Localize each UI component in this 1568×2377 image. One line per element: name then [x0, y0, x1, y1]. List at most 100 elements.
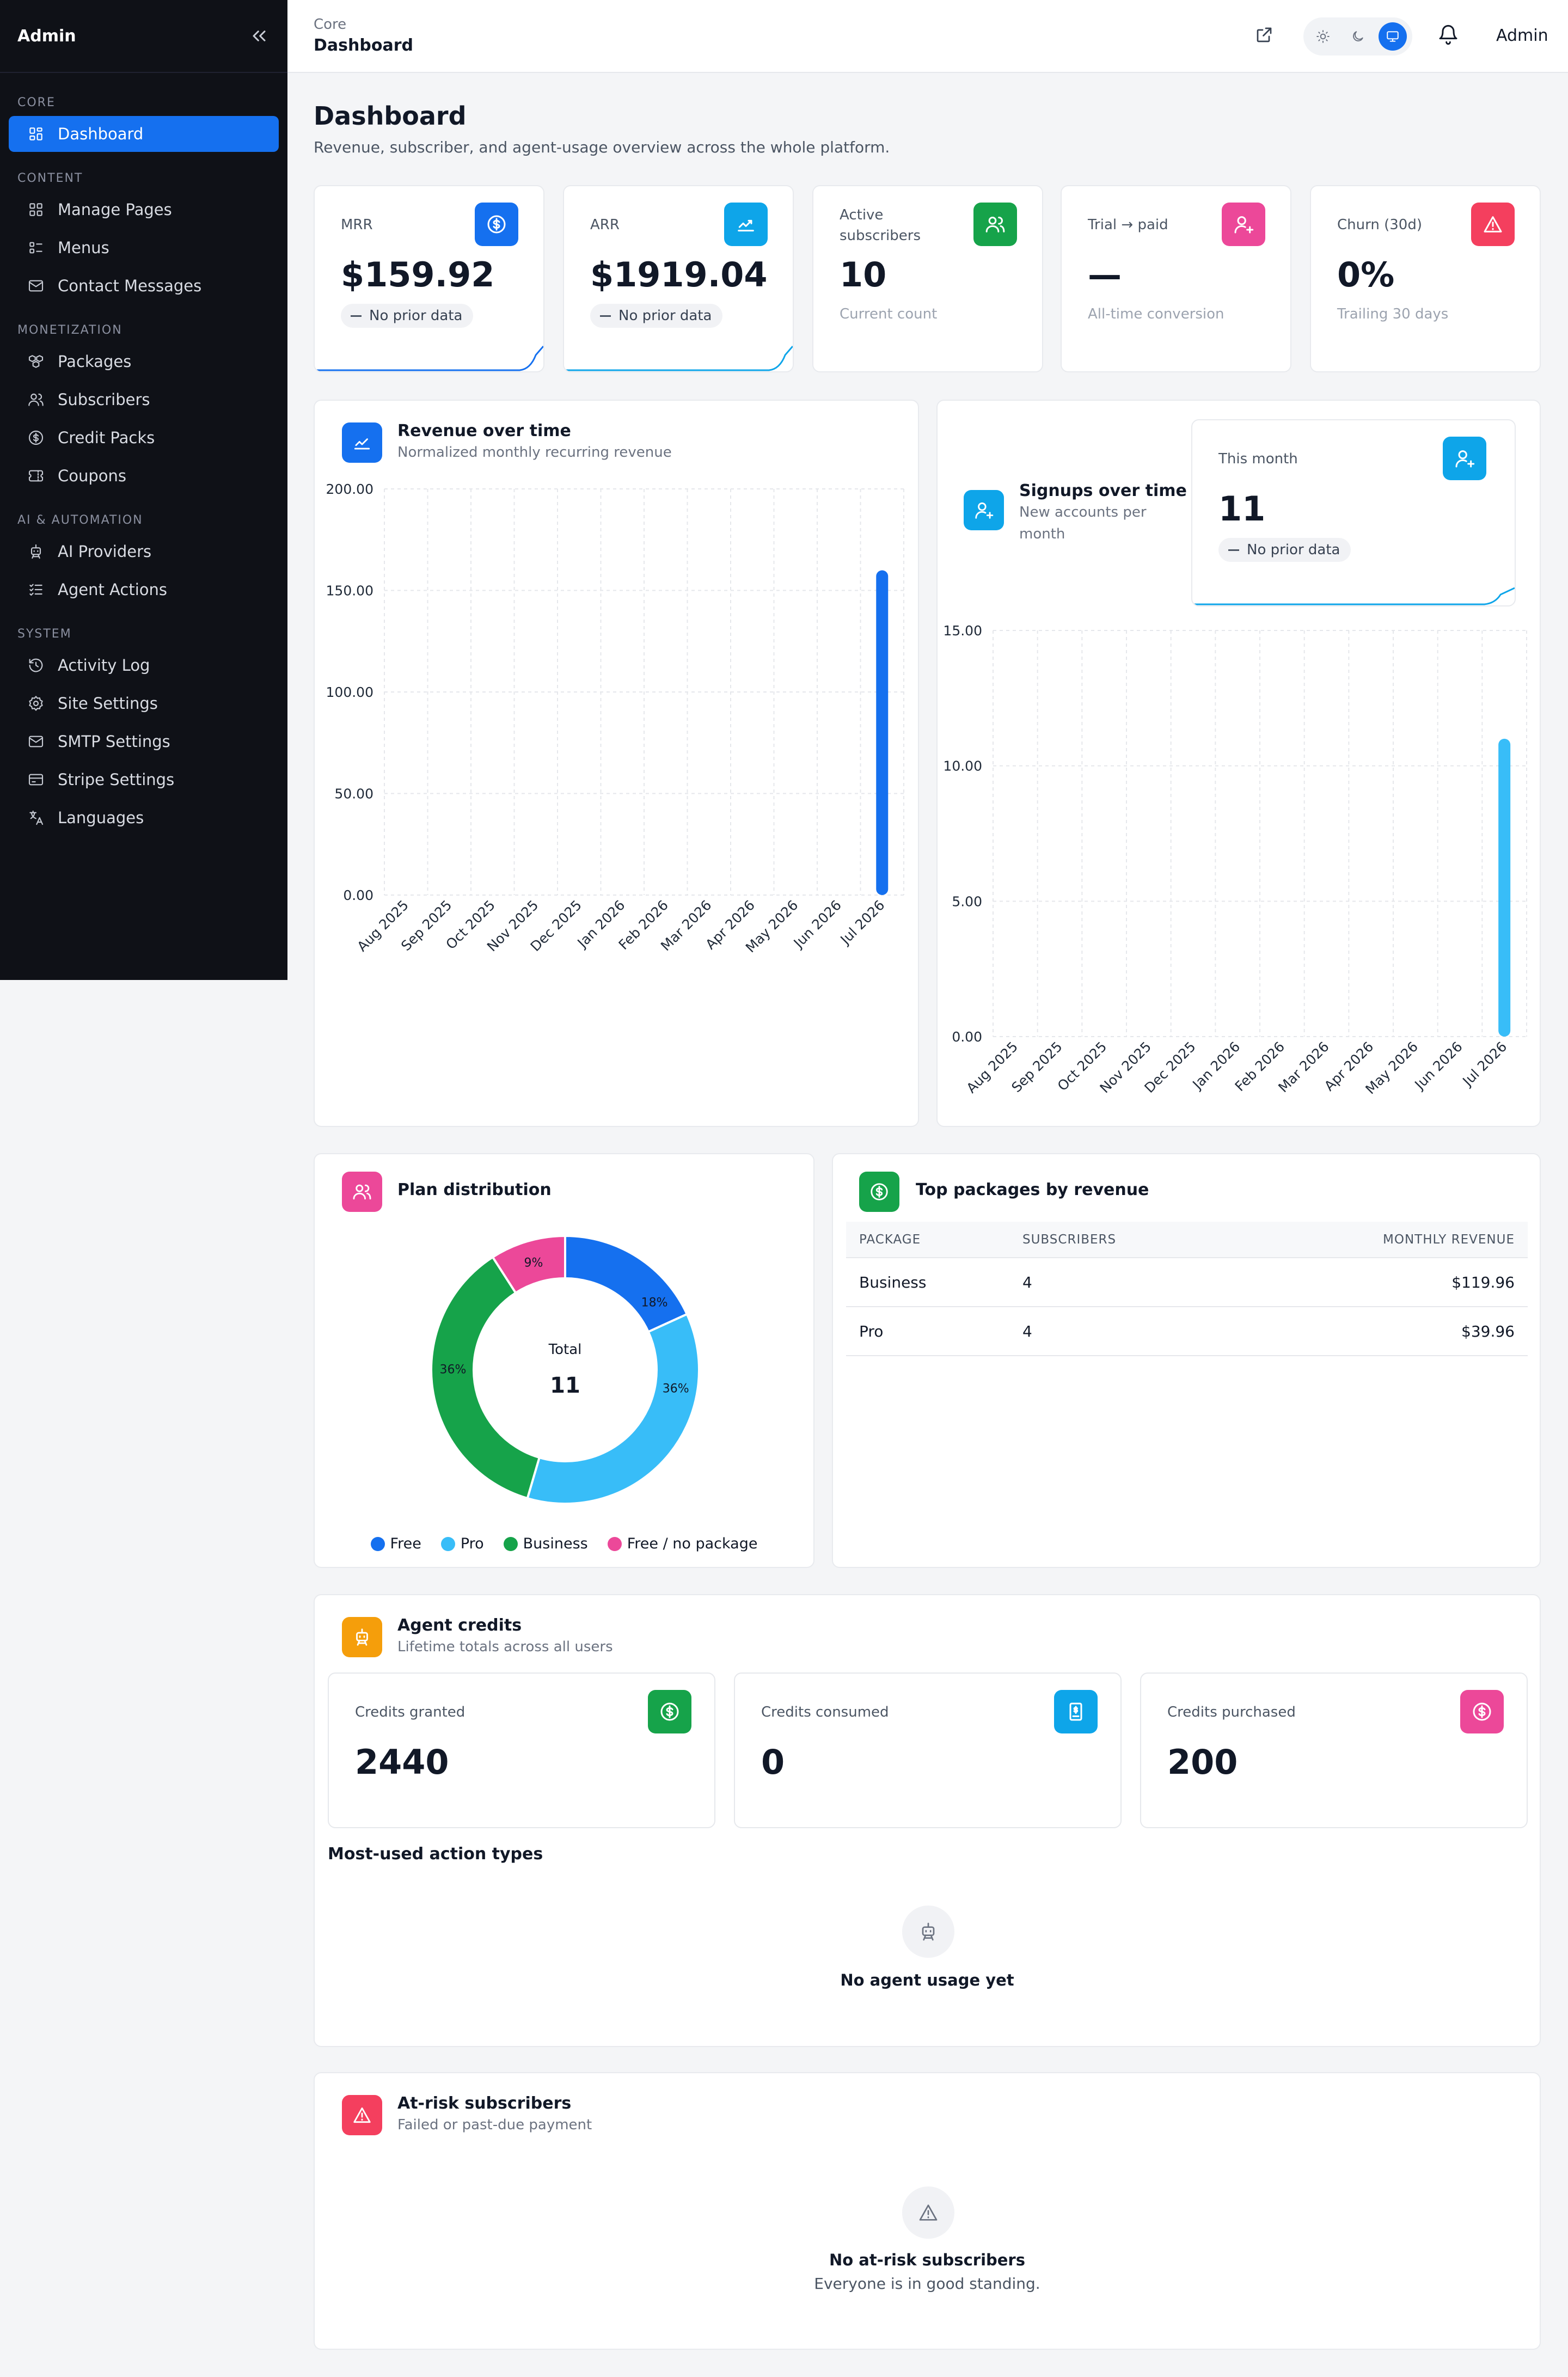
sidebar-item-manage-pages[interactable]: Manage Pages	[9, 192, 279, 228]
sidebar-item-stripe-settings[interactable]: Stripe Settings	[9, 762, 279, 798]
sidebar-nav: Core Dashboard Content Manage Pages Menus Con…	[0, 96, 287, 836]
stat-value: 0	[761, 1742, 785, 1782]
pages-icon	[27, 201, 45, 218]
stat-footnote: All-time conversion	[1088, 306, 1224, 322]
sidebar-item-credit-packs[interactable]: Credit Packs	[9, 420, 279, 456]
bell-icon[interactable]	[1437, 24, 1459, 46]
sidebar-item-label: Site Settings	[58, 694, 158, 713]
stat-card-churn: Churn (30d) 0% Trailing 30 days	[1310, 185, 1541, 372]
sidebar-section-label: Content	[17, 171, 83, 185]
moon-icon[interactable]	[1344, 22, 1372, 51]
collapse-sidebar-icon[interactable]	[248, 25, 270, 47]
sidebar-item-label: Activity Log	[58, 656, 150, 675]
sidebar-item-subscribers[interactable]: Subscribers	[9, 382, 279, 418]
legend-item[interactable]: Business	[503, 1535, 588, 1552]
y-tick-label: 150.00	[326, 583, 373, 599]
sidebar-item-dashboard[interactable]: Dashboard	[9, 116, 279, 152]
legend-item[interactable]: Pro	[440, 1535, 484, 1552]
agent-credits-card: Agent credits Lifetime totals across all…	[314, 1594, 1541, 2047]
chart-title: Revenue over time	[397, 421, 571, 440]
donut-center-value: 11	[550, 1373, 580, 1398]
table-title: Top packages by revenue	[916, 1180, 1149, 1199]
sidebar-item-agent-actions[interactable]: Agent Actions	[9, 572, 279, 608]
sidebar-item-packages[interactable]: Packages	[9, 344, 279, 379]
legend-swatch	[607, 1536, 622, 1551]
column-header[interactable]: PACKAGE	[846, 1222, 1009, 1258]
packages-table: PACKAGE SUBSCRIBERS MONTHLY REVENUE Busi…	[846, 1222, 1528, 1356]
section-title: Most-used action types	[328, 1845, 543, 1864]
stat-footnote: Trailing 30 days	[1337, 306, 1449, 322]
y-tick-label: 5.00	[952, 893, 982, 909]
sidebar-item-menus[interactable]: Menus	[9, 230, 279, 266]
line-chart-icon	[342, 422, 382, 463]
donut-slice[interactable]	[430, 1255, 541, 1500]
users-icon	[27, 391, 45, 408]
bar[interactable]	[1498, 738, 1511, 1037]
mail-icon	[27, 277, 45, 295]
sidebar-item-languages[interactable]: Languages	[9, 800, 279, 836]
chart-legend: Free Pro Business Free / no package	[315, 1535, 813, 1552]
sidebar-item-label: Contact Messages	[58, 277, 202, 295]
column-header[interactable]: MONTHLY REVENUE	[1233, 1222, 1528, 1258]
y-tick-label: 0.00	[952, 1029, 982, 1045]
sidebar-section-label: System	[17, 627, 72, 641]
bar[interactable]	[876, 570, 889, 895]
donut-slice[interactable]	[491, 1234, 566, 1295]
breadcrumb-parent[interactable]: Core	[314, 16, 347, 33]
sidebar-item-coupons[interactable]: Coupons	[9, 458, 279, 494]
dashboard-icon	[27, 125, 45, 143]
chart-title: Signups over time	[1019, 481, 1187, 500]
chart-title: Plan distribution	[397, 1180, 552, 1199]
sun-icon[interactable]	[1309, 22, 1337, 51]
gear-icon	[27, 695, 45, 712]
sidebar-item-label: Packages	[58, 352, 132, 371]
sidebar-item-site-settings[interactable]: Site Settings	[9, 685, 279, 721]
trend-pill: No prior data	[1218, 538, 1351, 562]
stat-card-mrr: MRR $159.92 No prior data	[314, 185, 544, 372]
users-icon	[973, 203, 1017, 246]
ticket-icon	[27, 467, 45, 485]
sidebar-title: Admin	[17, 26, 76, 46]
stat-value: $159.92	[341, 255, 495, 295]
warning-icon	[342, 2095, 382, 2135]
menus-icon	[27, 239, 45, 256]
plan-distribution-card: Plan distribution 18% 36% 36% 9% Total 11 F…	[314, 1153, 814, 1568]
column-header[interactable]: SUBSCRIBERS	[1009, 1222, 1233, 1258]
breadcrumb-current: Dashboard	[314, 36, 413, 55]
donut-slice[interactable]	[526, 1313, 700, 1505]
theme-switcher	[1303, 17, 1412, 56]
sidebar-item-label: Credit Packs	[58, 428, 155, 447]
sidebar-item-ai-providers[interactable]: AI Providers	[9, 534, 279, 569]
sidebar-item-activity-log[interactable]: Activity Log	[9, 647, 279, 683]
user-menu[interactable]: Admin	[1496, 26, 1548, 45]
x-tick-label: Jun 2026	[1411, 1039, 1466, 1093]
trend-pill-label: No prior data	[1247, 542, 1340, 558]
card-subtitle: Failed or past-due payment	[397, 2117, 592, 2133]
chart-up-icon	[724, 203, 768, 246]
legend-item[interactable]: Free / no package	[607, 1535, 757, 1552]
legend-swatch	[370, 1536, 385, 1551]
external-link-icon[interactable]	[1254, 25, 1274, 45]
package-revenue: $119.96	[1233, 1258, 1528, 1307]
card-subtitle: Lifetime totals across all users	[397, 1639, 613, 1655]
sidebar-item-contact-messages[interactable]: Contact Messages	[9, 268, 279, 304]
user-plus-icon	[964, 490, 1004, 530]
warning-icon	[902, 2186, 954, 2239]
stat-value: —	[1088, 255, 1122, 295]
plan-donut-chart: 18% 36% 36% 9%	[430, 1234, 700, 1505]
dollar-icon	[648, 1690, 691, 1733]
chart-subtitle: month	[1019, 526, 1065, 542]
sidebar: Admin Core Dashboard Content Manage Pages Me…	[0, 0, 287, 980]
x-tick-label: Jul 2026	[1459, 1039, 1510, 1090]
sidebar-item-label: SMTP Settings	[58, 732, 170, 751]
at-risk-card: At-risk subscribers Failed or past-due p…	[314, 2072, 1541, 2350]
robot-icon	[342, 1617, 382, 1657]
donut-slice[interactable]	[564, 1234, 689, 1333]
legend-item[interactable]: Free	[370, 1535, 421, 1552]
top-packages-card: Top packages by revenue PACKAGE SUBSCRIB…	[832, 1153, 1541, 1568]
stat-label: This month	[1218, 451, 1298, 467]
sidebar-item-smtp-settings[interactable]: SMTP Settings	[9, 724, 279, 759]
monitor-icon[interactable]	[1379, 22, 1407, 51]
y-tick-label: 10.00	[943, 758, 982, 774]
topbar: Core Dashboard Admin	[287, 0, 1568, 73]
